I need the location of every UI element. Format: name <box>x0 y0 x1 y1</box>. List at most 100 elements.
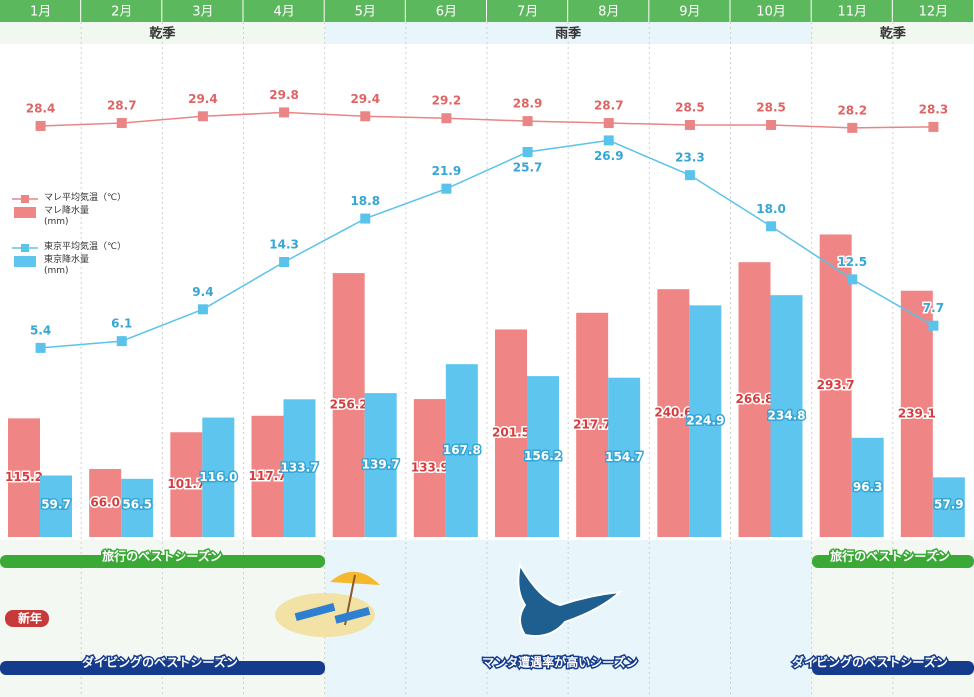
bar-value-label: 117.7 <box>249 469 287 483</box>
diving-bar <box>0 661 325 675</box>
month-cell <box>0 0 81 22</box>
line-value-label: 18.0 <box>756 202 786 216</box>
season-label: 雨季 <box>555 26 581 42</box>
new-year-tag <box>5 610 49 627</box>
line-value-label: 29.2 <box>432 94 462 108</box>
month-label: 3月 <box>192 5 213 20</box>
line-marker <box>847 122 858 133</box>
bar <box>770 295 803 537</box>
bar <box>608 377 641 537</box>
line-value-label: 28.9 <box>513 97 543 111</box>
bar <box>932 477 965 537</box>
bar-value-label: 224.9 <box>686 414 724 428</box>
line-marker <box>116 118 127 129</box>
legend-label: マレ平均気温（℃） <box>44 193 127 203</box>
bar-value-label: 256.2 <box>330 398 368 412</box>
bar <box>170 432 203 537</box>
bar <box>364 393 397 537</box>
line-value-label: 9.4 <box>192 285 213 299</box>
line-value-label: 29.8 <box>269 88 299 102</box>
travel-label: 旅行のベストシーズン <box>830 549 950 564</box>
line-marker <box>928 320 939 331</box>
bar-value-label: 66.0 <box>90 496 120 510</box>
line-value-label: 28.5 <box>756 100 786 114</box>
bar <box>851 437 884 537</box>
line-marker <box>116 336 127 347</box>
bar-value-label: 266.8 <box>736 392 774 406</box>
line-marker <box>766 221 777 232</box>
month-cell <box>324 0 405 22</box>
line-value-label: 28.5 <box>675 100 705 114</box>
month-cell <box>730 0 811 22</box>
bar-value-label: 154.7 <box>605 450 643 464</box>
manta-label: マンタ遭遇率が高いシーズン <box>482 655 637 670</box>
month-cell <box>649 0 730 22</box>
line-value-label: 26.9 <box>594 149 624 163</box>
line-marker <box>35 342 46 353</box>
bar <box>8 418 40 537</box>
month-label: 5月 <box>355 5 376 20</box>
bar-value-label: 139.7 <box>362 458 400 472</box>
season-label: 乾季 <box>149 26 175 42</box>
travel-bar <box>0 555 325 568</box>
bar-value-label: 101.7 <box>167 477 205 491</box>
legend-marker <box>21 244 29 252</box>
line <box>40 111 934 129</box>
line-marker <box>279 107 290 118</box>
line-marker <box>441 113 452 124</box>
line-marker <box>928 121 939 132</box>
bar-value-label: 57.9 <box>934 498 964 512</box>
bar-value-label: 116.0 <box>199 470 237 484</box>
month-cell <box>162 0 243 22</box>
line-marker <box>684 170 695 181</box>
bar <box>657 289 690 537</box>
legend-marker <box>21 195 29 203</box>
bar-value-label: 115.2 <box>5 470 43 484</box>
legend-swatch <box>14 207 36 218</box>
month-cell <box>243 0 324 22</box>
line-marker <box>603 135 614 146</box>
bar <box>495 329 527 537</box>
legend-label: 東京平均気温（℃） <box>44 242 127 252</box>
line-marker <box>603 118 614 129</box>
bar <box>40 475 72 537</box>
line-marker <box>360 213 371 224</box>
line-marker <box>766 119 777 130</box>
month-label: 10月 <box>756 5 786 20</box>
line-value-label: 23.3 <box>675 151 705 165</box>
bar <box>819 234 852 537</box>
bar <box>332 273 365 537</box>
diving-label: ダイビングのベストシーズン <box>82 655 238 670</box>
bar <box>202 417 235 537</box>
line-marker <box>441 183 452 194</box>
line-value-label: 18.8 <box>350 194 380 208</box>
month-label: 9月 <box>679 5 700 20</box>
diving-label: ダイビングのベストシーズン <box>792 655 948 670</box>
bar-value-label: 217.7 <box>573 417 611 431</box>
season-label: 乾季 <box>880 26 906 42</box>
bar <box>89 469 122 537</box>
month-label: 2月 <box>111 5 132 20</box>
month-label: 4月 <box>273 5 294 20</box>
bar <box>689 305 722 537</box>
month-cell <box>487 0 568 22</box>
line-value-label: 28.3 <box>919 102 949 116</box>
line-value-label: 21.9 <box>432 164 462 178</box>
bar <box>121 478 154 537</box>
bar-value-label: 133.7 <box>281 461 319 475</box>
bar <box>576 312 609 537</box>
bar-value-label: 59.7 <box>41 498 71 512</box>
line-marker <box>684 119 695 130</box>
line-marker <box>279 257 290 268</box>
month-label: 12月 <box>919 5 949 20</box>
month-label: 11月 <box>837 5 867 20</box>
line-value-label: 28.7 <box>594 99 624 113</box>
month-label: 8月 <box>598 5 619 20</box>
travel-bar <box>812 555 974 568</box>
month-cell <box>892 0 973 22</box>
travel-label: 旅行のベストシーズン <box>102 549 222 564</box>
line-value-label: 29.4 <box>188 92 218 106</box>
bar <box>251 415 284 537</box>
